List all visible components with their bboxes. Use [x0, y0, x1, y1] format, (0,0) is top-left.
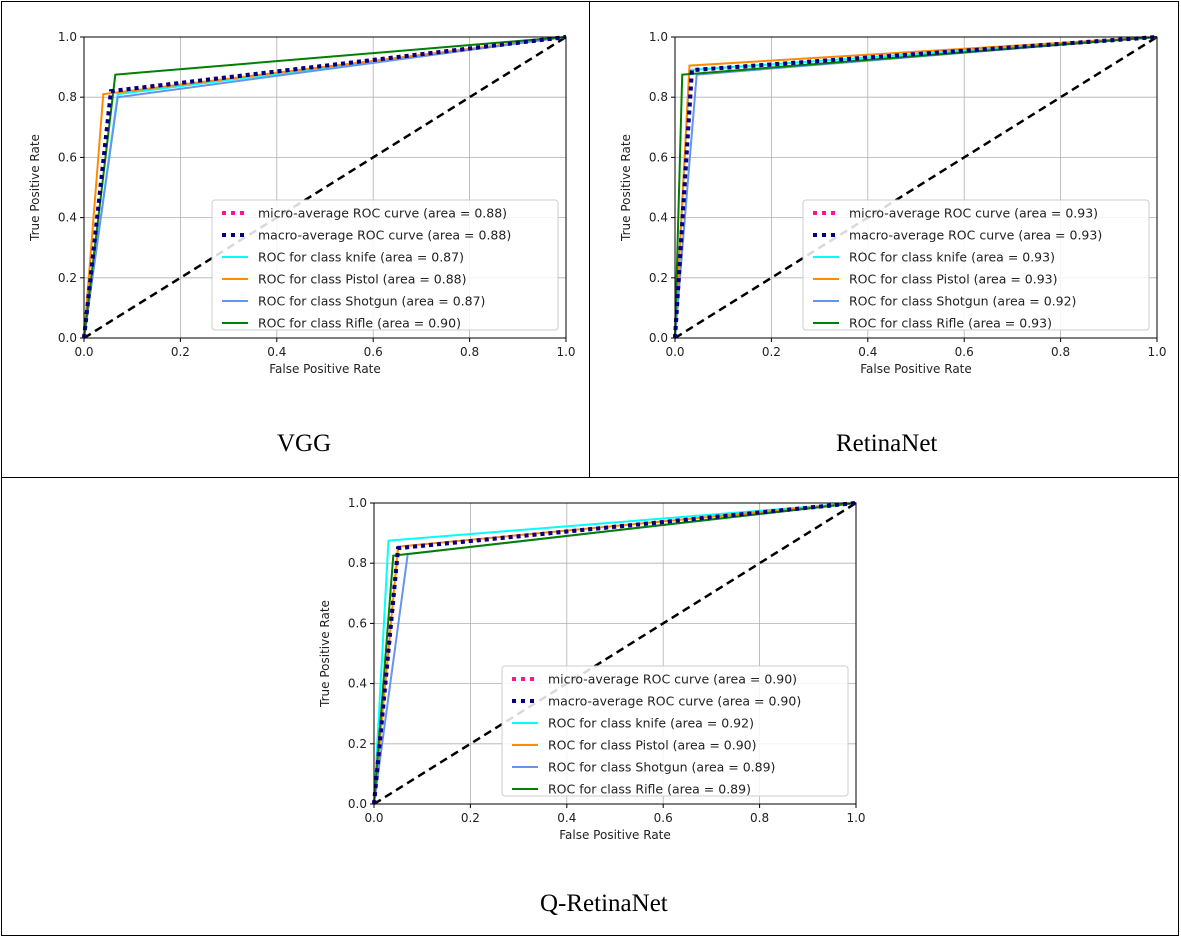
y-tick-label: 0.4	[649, 211, 668, 225]
y-tick-label: 0.8	[348, 556, 367, 570]
legend-box	[501, 665, 849, 797]
x-tick-label: 0.0	[665, 345, 684, 359]
panel-divider-vertical	[589, 1, 590, 478]
legend-entry: ROC for class Rifle (area = 0.89)	[548, 782, 751, 797]
plot-frame	[674, 36, 1158, 339]
x-tick-label: 0.2	[461, 811, 480, 825]
legend: micro-average ROC curve (area = 0.88) mac…	[211, 199, 559, 331]
roc-series-line	[83, 36, 567, 339]
y-tick-label: 1.0	[649, 30, 668, 44]
legend-entry: micro-average ROC curve (area = 0.88)	[258, 206, 507, 221]
chart-svg: 0.0 0.2 0.4 0.6 0.8 1.0 0.0 0.2 0.4 0.6 0.8 1.0 Fals…	[619, 30, 1167, 376]
x-tick-label: 1.0	[846, 811, 865, 825]
y-tick-label: 0.4	[58, 211, 77, 225]
legend: micro-average ROC curve (area = 0.93) mac…	[802, 199, 1150, 331]
x-tick-label: 0.2	[762, 345, 781, 359]
x-axis-label: False Positive Rate	[269, 362, 381, 376]
legend-entry: macro-average ROC curve (area = 0.93)	[849, 228, 1102, 243]
x-tick-label: 0.2	[171, 345, 190, 359]
roc-series-line	[82, 35, 567, 339]
y-tick-label: 0.4	[348, 677, 367, 691]
legend-entry: ROC for class knife (area = 0.87)	[258, 250, 464, 265]
x-tick-label: 0.6	[955, 345, 974, 359]
y-tick-label: 0.6	[58, 150, 77, 164]
legend-entry: ROC for class Shotgun (area = 0.89)	[548, 760, 775, 775]
caption-vgg: VGG	[277, 430, 332, 457]
y-tick-label: 0.8	[58, 90, 77, 104]
roc-chart-q-retinanet: 0.0 0.2 0.4 0.6 0.8 1.0 0.0 0.2 0.4 0.6 0.8 1.0 Fals…	[318, 496, 866, 854]
caption-retinanet: RetinaNet	[836, 430, 938, 457]
roc-chart-vgg: 0.0 0.2 0.4 0.6 0.8 1.0 0.0 0.2 0.4 0.6 0.8 1.0 Fals…	[28, 30, 576, 388]
x-tick-label: 0.8	[1051, 345, 1070, 359]
roc-series-line	[83, 36, 567, 339]
roc-chart-retinanet: 0.0 0.2 0.4 0.6 0.8 1.0 0.0 0.2 0.4 0.6 0.8 1.0 Fals…	[619, 30, 1167, 388]
legend-entry: ROC for class knife (area = 0.93)	[849, 250, 1055, 265]
legend: micro-average ROC curve (area = 0.90) mac…	[501, 665, 849, 797]
x-tick-label: 0.0	[364, 811, 383, 825]
y-axis-label: True Positive Rate	[619, 134, 633, 242]
y-tick-label: 0.8	[649, 90, 668, 104]
panel-divider-horizontal	[1, 477, 1179, 478]
legend-entry: ROC for class Shotgun (area = 0.87)	[258, 294, 485, 309]
roc-series-line	[372, 501, 857, 805]
x-tick-label: 0.8	[750, 811, 769, 825]
x-tick-label: 1.0	[1147, 345, 1166, 359]
legend-box	[211, 199, 559, 331]
y-tick-label: 0.2	[649, 271, 668, 285]
legend-entry: ROC for class Rifle (area = 0.90)	[258, 316, 461, 331]
chance-diagonal-line	[373, 501, 857, 806]
x-tick-label: 0.6	[364, 345, 383, 359]
x-tick-label: 0.4	[557, 811, 576, 825]
roc-series-line	[674, 36, 1158, 339]
x-tick-label: 0.4	[858, 345, 877, 359]
y-tick-label: 0.6	[348, 616, 367, 630]
x-axis-label: False Positive Rate	[860, 362, 972, 376]
legend-entry: micro-average ROC curve (area = 0.90)	[548, 672, 797, 687]
y-axis-label: True Positive Rate	[318, 600, 332, 708]
y-tick-label: 1.0	[348, 496, 367, 510]
legend-entry: ROC for class Pistol (area = 0.93)	[849, 272, 1058, 287]
legend-entry: macro-average ROC curve (area = 0.90)	[548, 694, 801, 709]
plot-frame	[373, 502, 857, 805]
x-tick-label: 0.4	[267, 345, 286, 359]
y-tick-label: 0.0	[58, 331, 77, 345]
plot-frame	[83, 36, 567, 339]
x-tick-label: 1.0	[556, 345, 575, 359]
y-tick-label: 0.0	[649, 331, 668, 345]
legend-entry: ROC for class Rifle (area = 0.93)	[849, 316, 1052, 331]
y-tick-label: 0.2	[58, 271, 77, 285]
roc-series-line	[673, 35, 1158, 339]
legend-entry: ROC for class Pistol (area = 0.88)	[258, 272, 467, 287]
legend-entry: ROC for class Pistol (area = 0.90)	[548, 738, 757, 753]
legend-entry: micro-average ROC curve (area = 0.93)	[849, 206, 1098, 221]
chart-svg: 0.0 0.2 0.4 0.6 0.8 1.0 0.0 0.2 0.4 0.6 0.8 1.0 Fals…	[28, 30, 576, 376]
y-tick-label: 0.2	[348, 737, 367, 751]
y-tick-label: 1.0	[58, 30, 77, 44]
x-tick-label: 0.6	[654, 811, 673, 825]
x-axis-label: False Positive Rate	[559, 828, 671, 842]
legend-entry: ROC for class Shotgun (area = 0.92)	[849, 294, 1076, 309]
legend-entry: ROC for class knife (area = 0.92)	[548, 716, 754, 731]
legend-entry: macro-average ROC curve (area = 0.88)	[258, 228, 511, 243]
caption-q-retinanet: Q-RetinaNet	[540, 890, 668, 917]
roc-series-line	[373, 502, 857, 805]
x-tick-label: 0.0	[74, 345, 93, 359]
x-tick-label: 0.8	[460, 345, 479, 359]
y-tick-label: 0.6	[649, 150, 668, 164]
y-tick-label: 0.0	[348, 797, 367, 811]
chart-svg: 0.0 0.2 0.4 0.6 0.8 1.0 0.0 0.2 0.4 0.6 0.8 1.0 Fals…	[318, 496, 866, 842]
y-axis-label: True Positive Rate	[28, 134, 42, 242]
chance-diagonal-line	[83, 35, 567, 340]
chance-diagonal-line	[674, 35, 1158, 340]
legend-box	[802, 199, 1150, 331]
